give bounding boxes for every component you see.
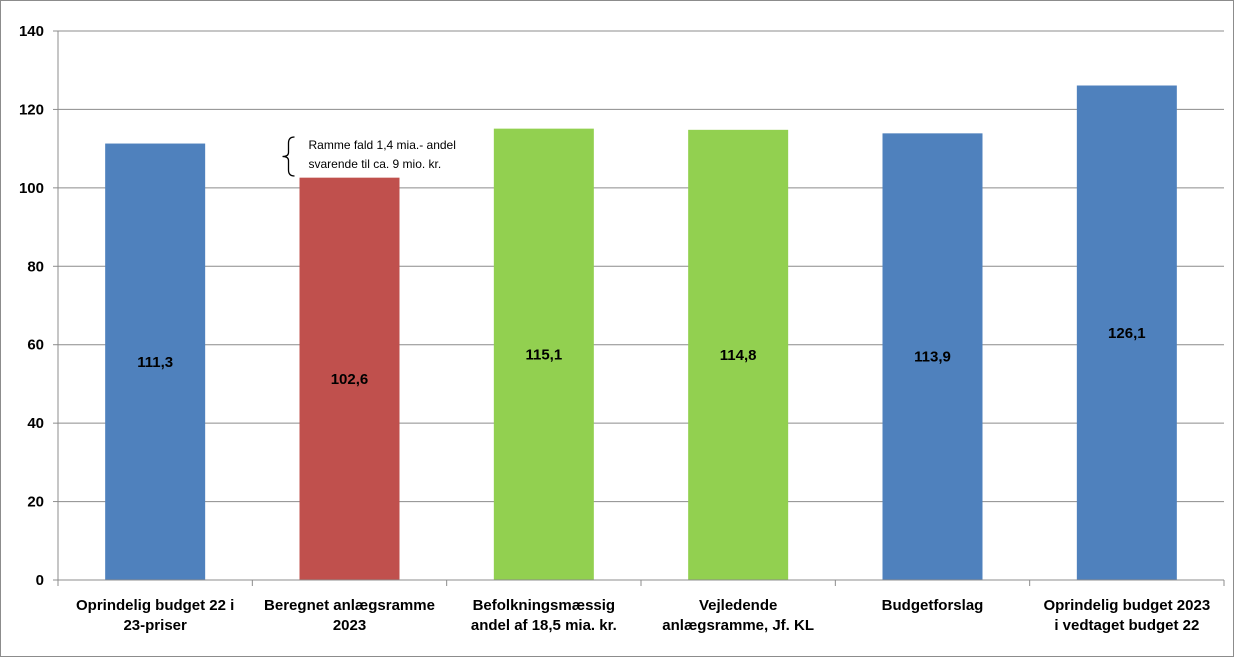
bar [688, 129, 789, 580]
category-label: Oprindelig budget 2023 i vedtaget budget … [1043, 597, 1210, 634]
annotation-text: Ramme fald 1,4 mia.- andel [309, 138, 456, 152]
data-label: 111,3 [137, 354, 173, 371]
bar [493, 128, 594, 581]
category-label-line: anlægsramme, Jf. KL [662, 617, 814, 634]
category-label: Budgetforslag [882, 597, 984, 614]
bar [105, 143, 206, 581]
category-label: Befolkningsmæssig andel af 18,5 mia. kr. [471, 597, 617, 634]
y-tick-label: 80 [27, 258, 44, 275]
data-label: 114,8 [720, 347, 757, 364]
y-tick-label: 100 [19, 180, 44, 197]
y-tick-label: 20 [27, 494, 44, 511]
y-tick-label: 120 [19, 101, 44, 118]
y-tick-label: 60 [27, 337, 44, 354]
category-label-line: Oprindelig budget 22 i [76, 597, 234, 614]
y-tick-label: 140 [19, 23, 44, 40]
category-label-line: 23-priser [123, 617, 187, 634]
category-label-line: i vedtaget budget 22 [1054, 617, 1199, 634]
category-label-line: 2023 [333, 617, 366, 634]
bar [299, 177, 400, 580]
category-label-line: Vejledende [699, 597, 777, 614]
y-tick-label: 40 [27, 415, 44, 432]
category-label-line: Befolkningsmæssig [473, 597, 616, 614]
category-label-line: andel af 18,5 mia. kr. [471, 617, 617, 634]
data-label: 115,1 [525, 346, 562, 363]
category-label-line: Oprindelig budget 2023 [1043, 597, 1210, 614]
annotation-text: svarende til ca. 9 mio. kr. [309, 157, 442, 171]
y-tick-label: 0 [36, 572, 44, 589]
category-label-line: Beregnet anlægsramme [264, 597, 435, 614]
category-label: Oprindelig budget 22 i 23-priser [76, 597, 234, 634]
category-label: Vejledende anlægsramme, Jf. KL [662, 597, 814, 634]
data-label: 102,6 [331, 371, 369, 388]
annotation-brace [282, 136, 295, 177]
data-label: 126,1 [1108, 325, 1146, 342]
bar [1076, 85, 1177, 580]
category-label-line: Budgetforslag [882, 597, 984, 614]
data-label: 113,9 [914, 349, 951, 366]
bar [882, 133, 983, 580]
category-label: Beregnet anlægsramme 2023 [264, 597, 435, 634]
